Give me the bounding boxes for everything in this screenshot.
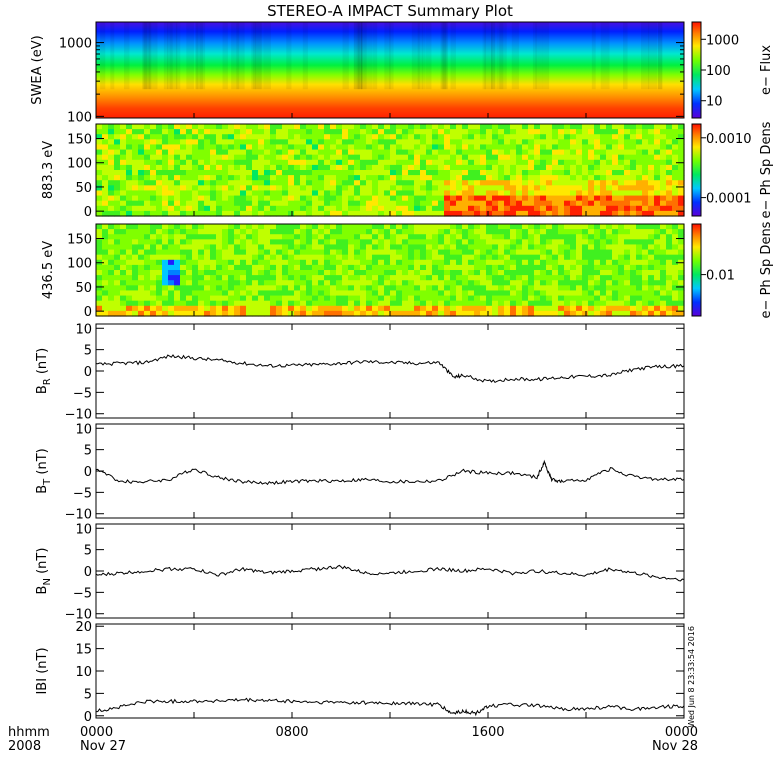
field-panel-3: −10 −5 0 5 10 BR (nT) (35, 322, 685, 423)
pitch-ytick-label: 100 (67, 257, 92, 272)
pitch-ylabel: 883.3 eV (41, 141, 56, 199)
field-ytick-label: −5 (73, 386, 92, 401)
colorbar-gradient (691, 21, 702, 119)
pitch-ytick-label: 50 (75, 181, 92, 196)
colorbar-gradient (691, 123, 702, 217)
pitch-ytick-label: 150 (67, 133, 92, 148)
colorbar-label: e− Ph Sp Dens (759, 121, 774, 218)
field-panel-4: −10 −5 0 5 10 BT (nT) (35, 422, 685, 523)
colorbar-tick-label: 10 (706, 95, 723, 110)
field-ylabel: BN (nT) (35, 548, 53, 595)
colorbar-tick-label: 0.01 (706, 269, 735, 284)
timestamp-stamp: Wed Jun 8 23:33:54 2016 (687, 626, 696, 728)
field-ytick-label: 5 (84, 444, 92, 459)
x-tick-label: 0000 (80, 725, 113, 740)
pitch-ytick-label: 100 (67, 157, 92, 172)
pitch-ytick-label: 150 (67, 233, 92, 248)
field-ytick-label: 10 (75, 665, 92, 680)
field-ylabel: BT (nT) (35, 448, 53, 494)
field-trace-line (95, 564, 685, 582)
field-ytick-label: −5 (73, 586, 92, 601)
x-axis-label-hhmm: hhmm (8, 725, 50, 740)
field-trace-line (95, 354, 685, 384)
field-ytick-label: −5 (73, 486, 92, 501)
pitch-ytick-label: 50 (75, 281, 92, 296)
x-tick-label: 0000 (665, 725, 698, 740)
x-tick-label: 1600 (471, 725, 504, 740)
colorbar-label: e− Ph Sp Dens (759, 221, 774, 318)
colorbar-tick-label: 1000 (706, 33, 739, 48)
field-ylabel: IBI (nT) (35, 647, 50, 694)
swea-ytick-label: 1000 (59, 37, 92, 52)
swea-spectrogram-image (96, 22, 684, 118)
field-ytick-label: 0 (84, 565, 92, 580)
field-panel-frame (95, 323, 685, 419)
field-trace-line (95, 459, 685, 486)
field-ytick-label: 20 (75, 620, 92, 635)
colorbar-tick-label: 0.0001 (706, 192, 752, 207)
field-panel-5: −10 −5 0 5 10 BN (nT) (35, 522, 685, 623)
field-panel-frame (95, 423, 685, 519)
swea-ytick-label: 100 (67, 110, 92, 125)
pitch-angle-panel-2: 0 50 100 150 436.5 eV (41, 223, 685, 320)
colorbar-gradient (691, 223, 702, 317)
x-tick-label: 0800 (275, 725, 308, 740)
field-ytick-label: −10 (65, 408, 92, 423)
field-panel-6: 0 5 10 15 20 IBI (nT) (35, 620, 685, 725)
pitch-angle-panel-1: 0 50 100 150 883.3 eV (41, 123, 685, 220)
field-ytick-label: 15 (75, 643, 92, 658)
x-date-label: Nov 28 (652, 739, 698, 754)
x-axis-label-year: 2008 (8, 739, 41, 754)
field-ytick-label: 5 (84, 544, 92, 559)
field-ytick-label: 10 (75, 422, 92, 437)
field-trace-line (95, 697, 685, 717)
x-date-label: Nov 27 (80, 739, 126, 754)
colorbar-2: 0.01 e− Ph Sp Dens (691, 221, 774, 318)
colorbar-0: 10 100 1000 e− Flux (691, 21, 774, 119)
field-ytick-label: 10 (75, 322, 92, 337)
colorbar-tick-label: 100 (706, 64, 731, 79)
field-ytick-label: 5 (84, 344, 92, 359)
field-ytick-label: −10 (65, 608, 92, 623)
field-ytick-label: −10 (65, 508, 92, 523)
pitch-ylabel: 436.5 eV (41, 241, 56, 299)
field-ylabel: BR (nT) (35, 348, 53, 394)
colorbar-1: 0.0001 0.0010 e− Ph Sp Dens (691, 121, 774, 218)
chart-title: STEREO-A IMPACT Summary Plot (267, 2, 513, 20)
field-ytick-label: 5 (84, 687, 92, 702)
field-ytick-label: 0 (84, 465, 92, 480)
colorbar-tick-label: 0.0010 (706, 132, 752, 147)
pitch-ytick-label: 0 (84, 205, 92, 220)
field-ytick-label: 0 (84, 710, 92, 725)
pitch-ytick-label: 0 (84, 305, 92, 320)
field-ytick-label: 0 (84, 365, 92, 380)
field-ytick-label: 10 (75, 522, 92, 537)
swea-ylabel: SWEA (eV) (30, 35, 45, 104)
swea-spectrogram-panel: 100 1000 SWEA (eV) (30, 21, 685, 125)
field-panel-frame (95, 523, 685, 619)
colorbar-label: e− Flux (759, 45, 774, 95)
